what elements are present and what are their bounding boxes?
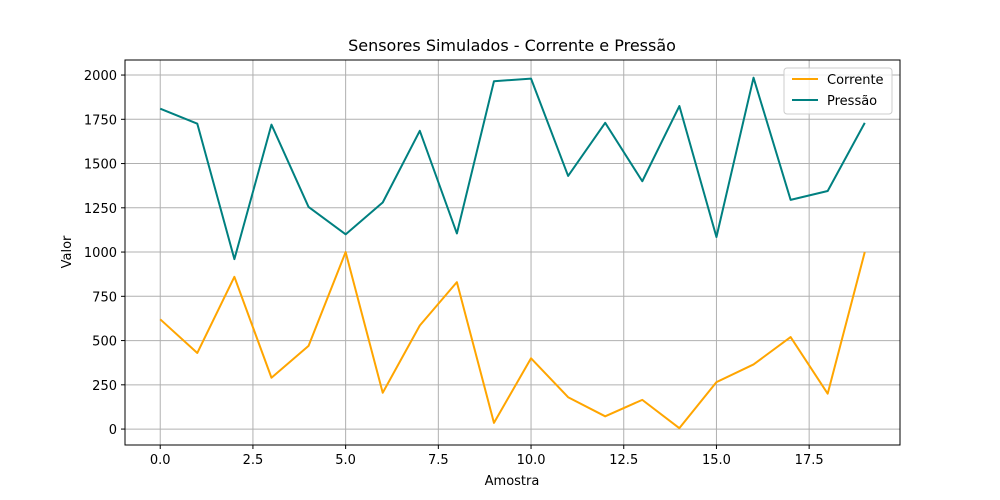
- x-tick-label: 17.5: [795, 453, 824, 468]
- x-tick-label: 7.5: [428, 453, 449, 468]
- x-tick-label: 0.0: [150, 453, 171, 468]
- series-line-1: [159, 76, 866, 261]
- y-tick-label: 500: [92, 335, 117, 350]
- chart-title: Sensores Simulados - Corrente e Pressão: [348, 36, 676, 55]
- x-tick-label: 10.0: [517, 453, 546, 468]
- axis-ticks: 0.0 2.5 5.0 7.5 10.0 12.5 15.0 17.5 0 250 500 750 10…: [84, 69, 824, 468]
- series-line-0: [159, 251, 866, 430]
- y-tick-label: 1000: [84, 246, 117, 261]
- y-tick-label: 0: [109, 423, 117, 438]
- y-axis-label: Valor: [60, 235, 75, 268]
- y-tick-label: 1500: [84, 158, 117, 173]
- x-tick-label: 2.5: [243, 453, 264, 468]
- x-axis-label: Amostra: [485, 474, 540, 489]
- y-tick-label: 750: [92, 290, 117, 305]
- grid: [125, 60, 900, 445]
- legend-label: Pressão: [827, 94, 877, 109]
- y-tick-label: 2000: [84, 69, 117, 84]
- y-tick-label: 1750: [84, 113, 117, 128]
- x-tick-label: 5.0: [335, 453, 356, 468]
- legend: Corrente Pressão: [783, 67, 893, 115]
- series-lines: [159, 76, 866, 430]
- legend-label: Corrente: [827, 73, 884, 88]
- y-tick-label: 1250: [84, 202, 117, 217]
- y-tick-label: 250: [92, 379, 117, 394]
- x-tick-label: 12.5: [609, 453, 638, 468]
- x-tick-label: 15.0: [702, 453, 731, 468]
